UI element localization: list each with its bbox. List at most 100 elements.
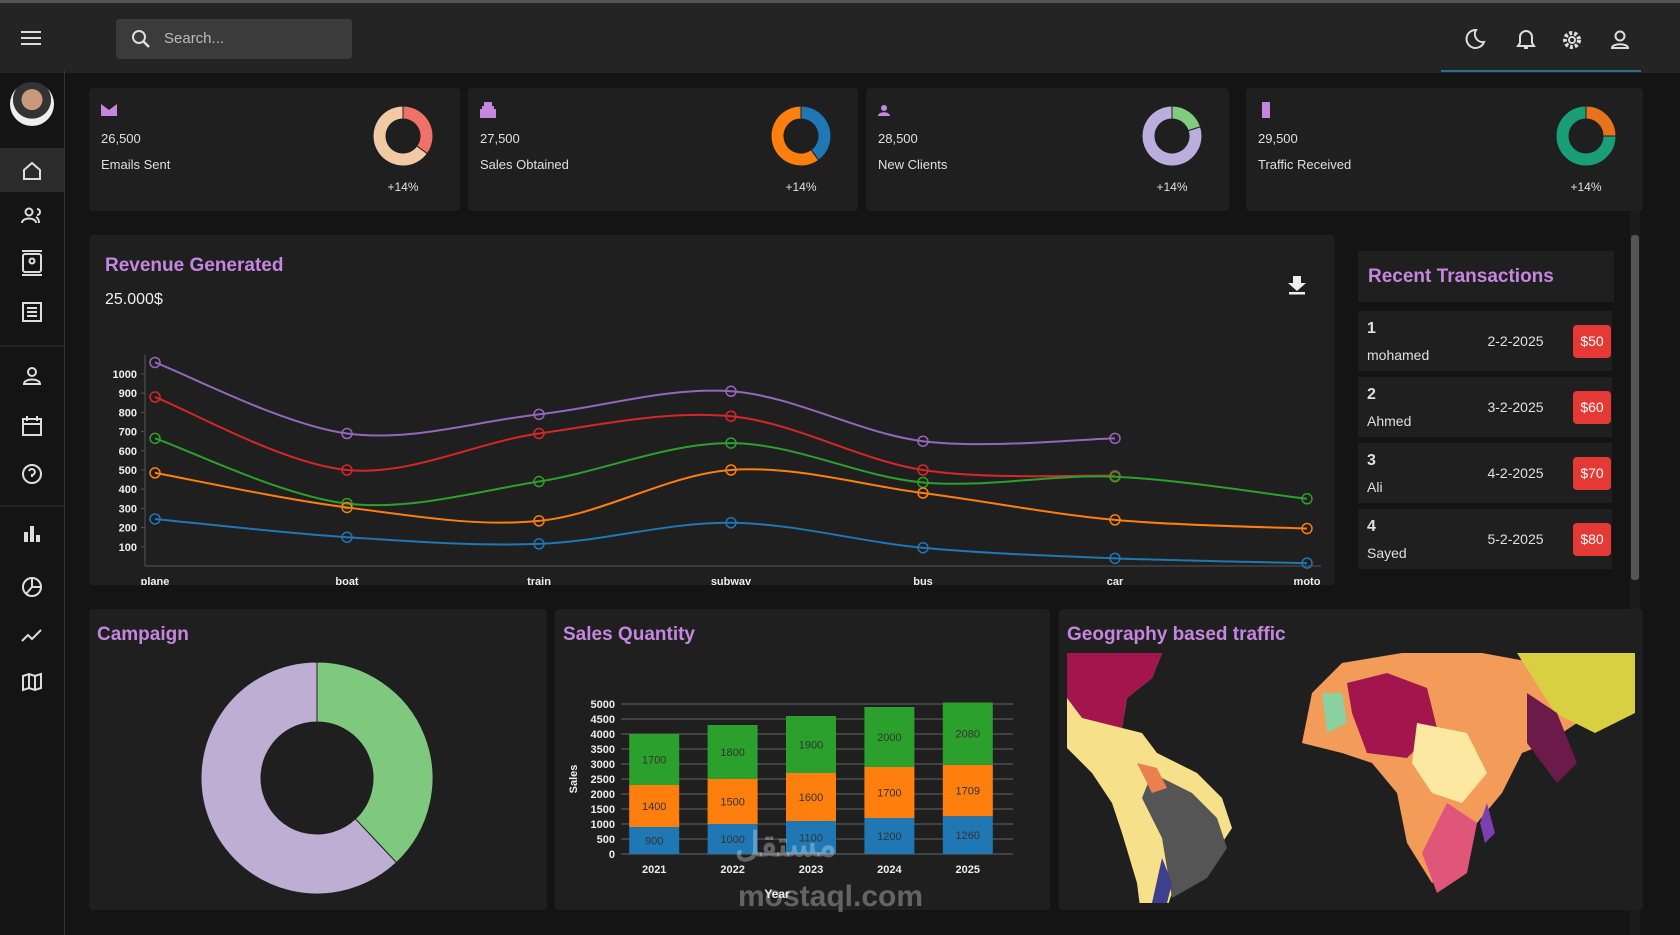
data-point: [341, 531, 353, 543]
geography-title: Geography based traffic: [1067, 624, 1286, 645]
bar-segment: [942, 816, 993, 854]
data-point: [341, 427, 353, 440]
stat-ring: [372, 105, 434, 167]
x-tick-label: 2022: [720, 864, 744, 876]
bar-segment: [786, 821, 836, 854]
series-line: [154, 517, 1308, 565]
icon-shape: [101, 104, 117, 116]
donut-segment: [372, 105, 428, 167]
data-point: [533, 515, 545, 527]
donut-segment: [1555, 105, 1617, 167]
y-tick-label: 5000: [591, 699, 615, 711]
transaction-row: 4 Sayed 5-2-2025 $80: [1358, 509, 1612, 569]
profile-icon[interactable]: [1614, 30, 1626, 42]
bar-segment: [707, 725, 758, 779]
world-map: [1067, 653, 1635, 903]
series-line: [154, 396, 1116, 478]
bar-value-label: 1500: [720, 797, 744, 809]
line-chart: 100 200 300 400 500 600 700 800 900 1000 plane boat…: [113, 354, 1321, 585]
transaction-row: 2 Ahmed 3-2-2025 $60: [1358, 377, 1612, 437]
watermark-arabic: مستقل: [735, 826, 837, 864]
profile-form-icon[interactable]: [22, 367, 42, 385]
data-point: [1109, 514, 1121, 526]
bar-segment: [864, 767, 915, 818]
y-tick-label: 3500: [591, 744, 615, 756]
stat-card: 26,500 Emails Sent +14%: [89, 88, 460, 211]
bell-icon[interactable]: [1516, 30, 1536, 49]
x-tick-label: 2024: [877, 864, 902, 876]
stat-ring: [1555, 105, 1617, 167]
data-point: [725, 517, 737, 529]
bar-value-label: 1400: [642, 801, 666, 813]
chart-subtitle: 25.000$: [105, 291, 163, 308]
data-point: [149, 356, 161, 369]
bar-value-label: 1709: [956, 786, 980, 798]
y-tick-label: 700: [119, 427, 137, 439]
bar-icon[interactable]: [24, 526, 40, 542]
y-tick-label: 1000: [591, 819, 615, 831]
stat-change: +14%: [785, 180, 817, 194]
data-point: [341, 501, 353, 514]
home-icon[interactable]: [23, 161, 41, 180]
y-tick-label: 1500: [591, 804, 615, 816]
stat-icon: [480, 102, 496, 118]
chart-title: Revenue Generated: [105, 255, 284, 276]
map-icon[interactable]: [22, 672, 42, 692]
transaction-amount: $80: [1573, 523, 1611, 556]
data-point: [917, 487, 929, 499]
menu-icon[interactable]: [21, 30, 43, 46]
avatar[interactable]: [10, 82, 54, 126]
invoices-icon[interactable]: [22, 302, 42, 322]
transactions-header: Recent Transactions: [1358, 251, 1614, 302]
settings-icon[interactable]: [1563, 31, 1581, 49]
theme-icon[interactable]: [1465, 28, 1486, 49]
bar-segment: [786, 716, 836, 773]
stat-ring: [1141, 105, 1203, 167]
search-icon: [132, 30, 150, 48]
data-point: [149, 391, 161, 403]
x-tick-label: bus: [913, 576, 933, 585]
x-tick-label: plane: [141, 576, 170, 585]
pie-icon[interactable]: [22, 577, 42, 597]
accent-line: [1441, 70, 1641, 72]
data-point: [917, 542, 929, 554]
transaction-id: 4: [1367, 518, 1376, 535]
faq-icon[interactable]: [22, 464, 42, 484]
stat-label: Emails Sent: [101, 157, 171, 172]
data-point: [149, 467, 161, 479]
revenue-card: Revenue Generated 25.000$ 100 200 300 400 50…: [89, 235, 1335, 585]
series-line: [154, 468, 1308, 530]
bar-value-label: 1260: [956, 830, 980, 842]
y-tick-label: 3000: [591, 759, 615, 771]
download-icon[interactable]: [1287, 273, 1309, 295]
team-icon[interactable]: [21, 207, 41, 224]
y-tick-label: 800: [119, 407, 137, 419]
data-point: [725, 464, 737, 476]
stat-icon: [1258, 102, 1274, 118]
bar-segment: [864, 818, 915, 854]
data-point: [725, 437, 737, 449]
transaction-date: 3-2-2025: [1487, 399, 1544, 415]
contacts-icon[interactable]: [22, 250, 42, 276]
search-box[interactable]: Search...: [116, 19, 352, 59]
transaction-name: Sayed: [1367, 545, 1407, 561]
inner-scrollbar[interactable]: [1631, 235, 1639, 580]
y-tick-label: 1000: [113, 369, 137, 381]
calendar-icon[interactable]: [22, 416, 42, 436]
stat-label: New Clients: [878, 157, 948, 172]
active-item[interactable]: [0, 148, 64, 192]
line-icon[interactable]: [21, 629, 42, 642]
stat-change: +14%: [1570, 180, 1602, 194]
y-tick-label: 100: [119, 542, 137, 554]
stat-change: +14%: [387, 180, 419, 194]
donut-chart: [200, 661, 434, 895]
bar-value-label: 1000: [720, 834, 744, 846]
data-point: [149, 513, 161, 525]
donut-segment: [1585, 105, 1617, 137]
bar-segment: [942, 702, 993, 765]
data-point: [917, 435, 929, 447]
stat-label: Traffic Received: [1258, 157, 1352, 172]
x-tick-label: 2025: [956, 864, 980, 876]
data-point: [341, 497, 353, 510]
